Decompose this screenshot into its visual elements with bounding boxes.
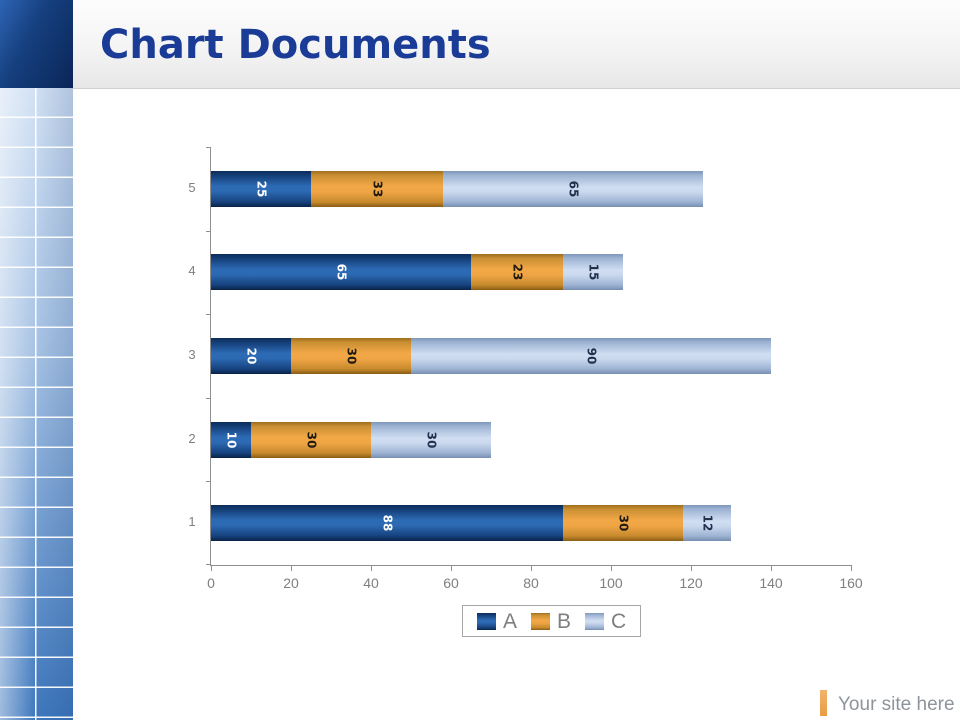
bar-row: 88 30 12 <box>211 505 731 542</box>
bar-value-label: 15 <box>585 264 600 281</box>
x-tick-label: 0 <box>207 575 215 591</box>
bar-value-label: 20 <box>243 347 258 365</box>
x-tick-label: 20 <box>283 575 299 591</box>
footer-accent-bar <box>820 690 827 716</box>
x-tick-label: 80 <box>523 575 539 591</box>
bar-value-label: 30 <box>343 347 358 365</box>
legend-item: B <box>531 611 571 632</box>
bar-value-label: 25 <box>253 180 268 198</box>
legend-swatch <box>531 612 551 630</box>
legend-swatch <box>585 612 605 630</box>
y-axis-tick <box>206 564 211 565</box>
x-axis-tick <box>451 565 452 571</box>
y-axis-tick <box>206 397 211 399</box>
bar-segment: 88 <box>211 505 563 542</box>
bar-row: 25 33 65 <box>211 170 703 207</box>
bar-segment: 30 <box>371 421 491 458</box>
bar-segment: 65 <box>443 170 703 207</box>
plot-area: 25 33 65 5 65 23 15 4 20 30 90 3 10 30 30 2 88 30 12 1 0 20 40… <box>188 147 863 637</box>
x-tick-label: 100 <box>599 575 623 591</box>
legend-label: C <box>611 609 627 633</box>
footer-site-label: Your site here <box>838 694 955 715</box>
bar-value-label: 33 <box>369 180 384 198</box>
x-axis-tick <box>611 565 612 571</box>
bar-segment: 65 <box>211 254 471 291</box>
x-axis-tick <box>291 565 292 571</box>
bar-segment: 15 <box>563 254 623 291</box>
chart-legend: A B C <box>462 605 642 637</box>
legend-label: A <box>503 609 518 633</box>
legend-item: A <box>477 611 517 632</box>
header: Chart Documents <box>73 0 960 89</box>
page-title: Chart Documents <box>100 22 491 68</box>
bar-segment: 25 <box>211 170 311 207</box>
x-axis-tick <box>211 565 212 571</box>
legend-item: C <box>585 611 626 632</box>
bar-segment: 10 <box>211 421 251 458</box>
category-label: 4 <box>188 263 196 279</box>
category-label: 3 <box>188 347 196 362</box>
legend-label: B <box>557 609 572 633</box>
x-tick-label: 160 <box>839 575 863 591</box>
bar-value-label: 30 <box>303 431 318 448</box>
bar-row: 20 30 90 <box>211 338 771 374</box>
bar-value-label: 23 <box>509 264 524 281</box>
y-axis-tick <box>206 314 211 316</box>
bar-segment: 33 <box>311 170 443 207</box>
bar-segment: 12 <box>683 505 731 542</box>
category-label: 2 <box>188 430 196 446</box>
y-axis-tick <box>206 147 211 148</box>
category-label: 5 <box>188 179 196 195</box>
bar-value-label: 12 <box>699 514 714 532</box>
x-axis-tick <box>371 565 372 571</box>
bar-value-label: 65 <box>333 264 348 281</box>
bar-row: 65 23 15 <box>211 254 623 291</box>
x-axis-tick <box>771 565 772 571</box>
y-axis-tick <box>206 230 211 232</box>
bar-segment: 90 <box>411 338 771 374</box>
bar-segment: 30 <box>291 338 411 374</box>
bar-value-label: 30 <box>615 514 630 532</box>
x-axis-tick <box>531 565 532 571</box>
sidebar-grid-decoration <box>0 88 73 720</box>
x-axis-tick <box>691 565 692 571</box>
y-axis-tick <box>206 481 211 483</box>
x-tick-label: 140 <box>759 575 783 591</box>
x-tick-label: 60 <box>443 575 459 591</box>
bar-segment: 23 <box>471 254 563 291</box>
bar-value-label: 30 <box>423 431 438 448</box>
category-label: 1 <box>188 514 196 530</box>
bar-value-label: 10 <box>223 431 238 448</box>
x-axis-tick <box>851 565 852 571</box>
bar-value-label: 90 <box>583 347 598 365</box>
x-tick-label: 120 <box>679 575 703 591</box>
bar-segment: 30 <box>563 505 683 542</box>
bar-value-label: 88 <box>379 514 394 532</box>
x-tick-label: 40 <box>363 575 379 591</box>
bar-segment: 20 <box>211 338 291 374</box>
legend-swatch <box>477 612 496 630</box>
bar-segment: 30 <box>251 421 371 458</box>
bar-row: 10 30 30 <box>211 421 491 458</box>
bar-value-label: 65 <box>565 180 580 198</box>
corner-decoration <box>0 0 73 88</box>
